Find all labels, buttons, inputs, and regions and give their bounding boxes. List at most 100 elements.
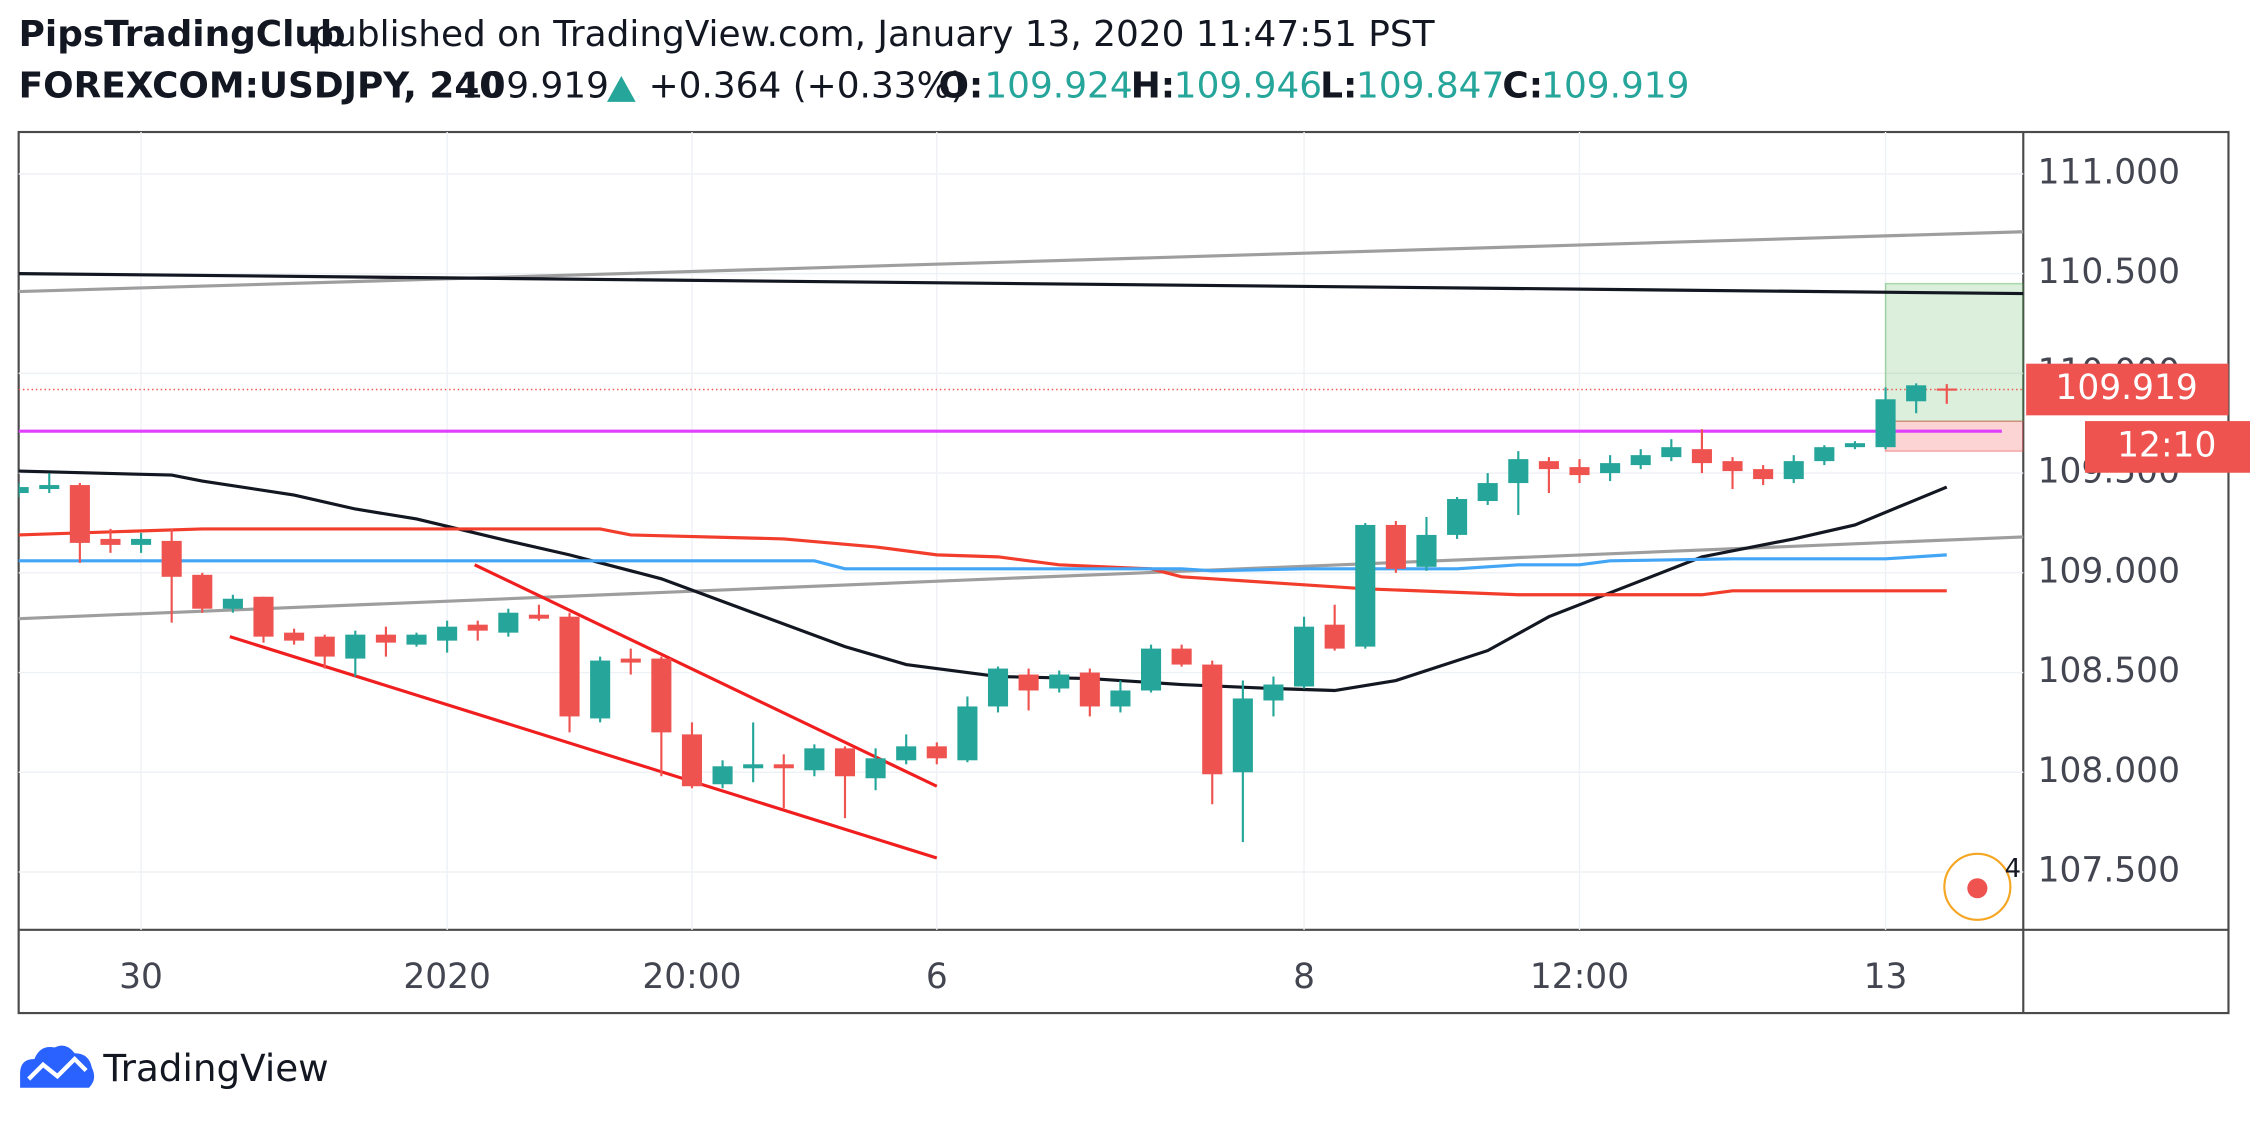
candle-body: [1722, 461, 1743, 472]
candle-body: [987, 668, 1009, 707]
open-label: O:: [938, 66, 983, 107]
candle-body: [681, 734, 703, 787]
candle-body: [743, 764, 764, 769]
candle-body: [773, 764, 794, 769]
stop-zone: [1884, 420, 2024, 452]
countdown-box: [2084, 421, 2250, 473]
candle-body: [1600, 463, 1621, 474]
candle-body: [1936, 388, 1957, 391]
candle-body: [528, 614, 549, 619]
candle-body: [1294, 626, 1315, 687]
high-value: 109.946: [1174, 66, 1322, 107]
candle-body: [1385, 524, 1406, 569]
candle-body: [834, 748, 856, 777]
trend-line: [18, 230, 2024, 294]
candle-body: [1110, 690, 1131, 707]
low-label: L:: [1320, 66, 1357, 107]
candle-body: [1538, 461, 1559, 470]
candle-body: [467, 624, 488, 631]
x-tick-label: 30: [119, 957, 163, 997]
x-tick-label: 20:00: [642, 957, 741, 997]
moving-average: [18, 527, 1947, 597]
y-tick-label: 110.500: [2038, 252, 2180, 292]
candle-body: [222, 598, 243, 609]
candle-body: [1661, 447, 1682, 458]
symbol[interactable]: FOREXCOM:USDJPY, 240: [19, 66, 505, 107]
x-tick-label: 13: [1864, 957, 1908, 997]
x-tick-label: 8: [1293, 957, 1315, 997]
open-value: 109.924: [984, 66, 1132, 107]
candle-body: [406, 634, 427, 645]
trend-line: [18, 535, 2024, 621]
candle-body: [559, 616, 580, 717]
plot-area: [18, 230, 2024, 860]
candle-body: [804, 748, 825, 771]
candle-body: [1875, 399, 1896, 448]
candle-body: [1753, 469, 1774, 480]
y-tick-label: 107.500: [2038, 851, 2180, 891]
candle-body: [1630, 455, 1651, 466]
candle-body: [1049, 674, 1070, 689]
alert-badge[interactable]: 4: [1943, 852, 2021, 921]
x-tick-label: 6: [926, 957, 948, 997]
candle-body: [1783, 461, 1804, 480]
axes: 107.500108.000108.500109.000109.500110.0…: [119, 152, 2250, 997]
close-label: C:: [1502, 66, 1543, 107]
logo-line: [27, 1055, 88, 1081]
candle-body: [1232, 698, 1253, 773]
candle-body: [18, 487, 29, 494]
candle-body: [620, 658, 641, 663]
candle-body: [253, 596, 274, 637]
candle-body: [161, 540, 182, 577]
candle-body: [1079, 672, 1100, 707]
candle-body: [1569, 467, 1590, 476]
candle-body: [590, 660, 611, 719]
brand: TradingView: [102, 1046, 328, 1090]
countdown: 12:10: [2117, 425, 2216, 465]
candle-body: [192, 574, 213, 609]
candle-body: [69, 485, 90, 543]
candle-body: [865, 758, 886, 779]
candle-body: [498, 612, 519, 633]
trend-line: [473, 563, 938, 788]
close-value: 109.919: [1541, 66, 1689, 107]
y-tick-label: 108.000: [2038, 751, 2180, 791]
logo-cloud: [20, 1045, 95, 1088]
candle-body: [437, 626, 458, 641]
candle-body: [1906, 385, 1927, 402]
candle-body: [1263, 684, 1284, 701]
candle-body: [1355, 524, 1376, 647]
grid: [18, 132, 2024, 930]
high-label: H:: [1131, 66, 1175, 107]
candle-body: [1324, 624, 1345, 649]
up-arrow: [606, 76, 636, 102]
candle-body: [284, 632, 305, 641]
candle-body: [1477, 483, 1498, 502]
candle-body: [1508, 459, 1529, 484]
candle-body: [1018, 674, 1039, 691]
candle-body: [1416, 534, 1437, 567]
candle-body: [1814, 447, 1835, 462]
x-tick-label: 2020: [403, 957, 491, 997]
publisher[interactable]: PipsTradingClub: [19, 14, 346, 55]
candle-body: [957, 706, 978, 761]
candle-body: [926, 746, 947, 759]
candle-body: [100, 538, 121, 545]
candle-body: [1844, 443, 1865, 448]
candle-body: [1140, 648, 1162, 691]
candle-body: [1202, 664, 1223, 775]
moving-average: [18, 553, 1947, 573]
last-price-box: [2026, 363, 2229, 416]
trend-line: [229, 635, 938, 860]
published-info: published on TradingView.com, January 13…: [311, 14, 1435, 55]
candle-body: [1447, 499, 1468, 535]
last-price-label: 109.919: [2055, 368, 2197, 408]
candle-body: [896, 746, 917, 761]
logo[interactable]: [20, 1045, 95, 1088]
low-value: 109.847: [1356, 66, 1504, 107]
y-tick-label: 108.500: [2038, 651, 2180, 691]
candle-body: [39, 485, 60, 490]
candle-body: [1171, 648, 1192, 665]
